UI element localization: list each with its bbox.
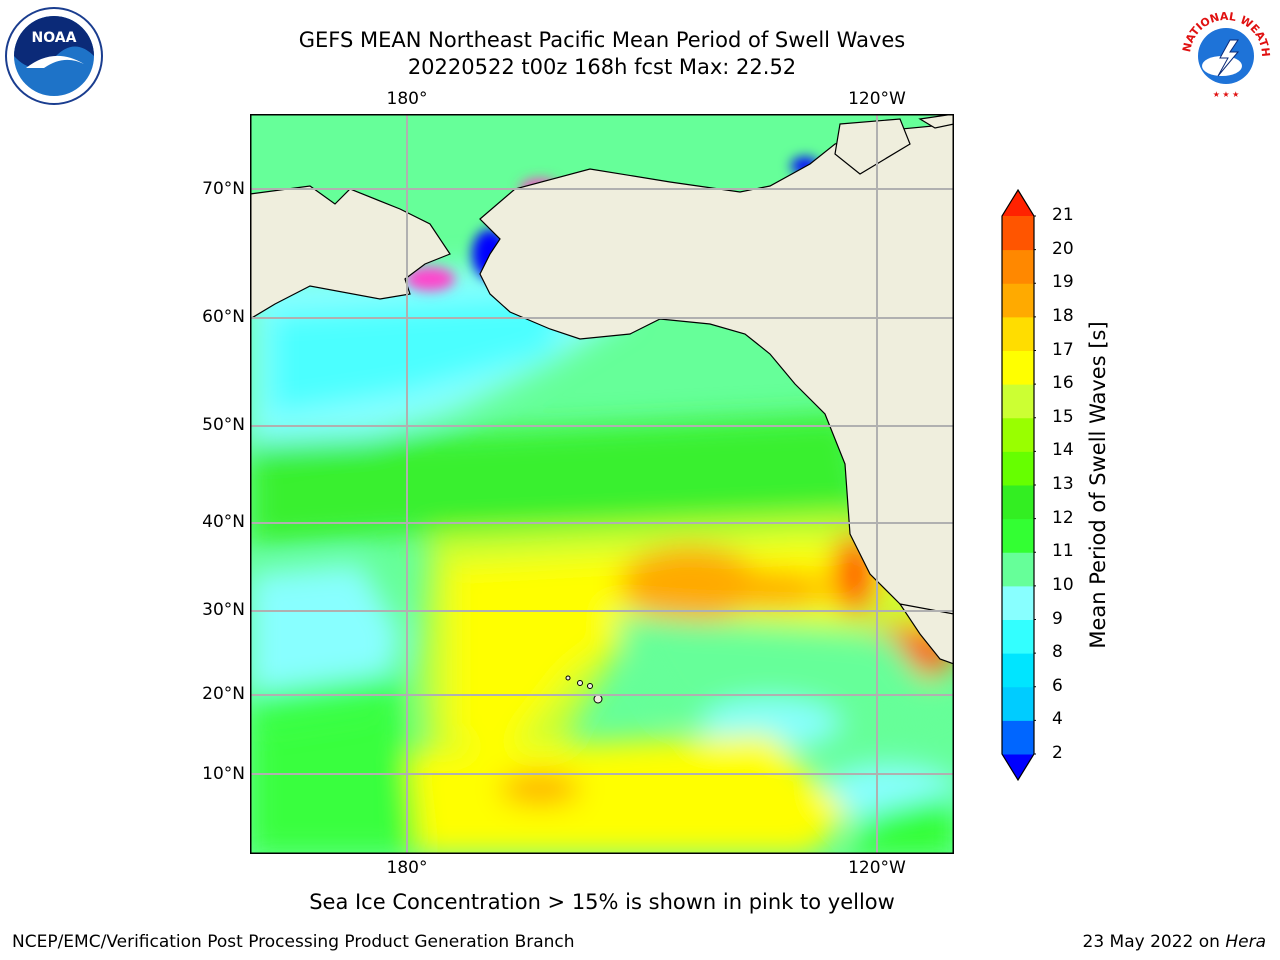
lat-label-30n: 30°N: [202, 600, 245, 620]
map-border: [250, 114, 954, 854]
lat-label-20n: 20°N: [202, 684, 245, 704]
colorbar-title: Mean Period of Swell Waves [s]: [1086, 321, 1110, 649]
lon-label-bottom-180: 180°: [386, 858, 428, 878]
noaa-logo-icon: NOAA: [5, 7, 103, 105]
colorbar-bin: [1002, 552, 1034, 587]
colorbar-tick-label: 18: [1052, 305, 1074, 326]
graticule: [250, 114, 954, 854]
colorbar-tick-label: 15: [1052, 406, 1074, 427]
lat-label-70n: 70°N: [202, 179, 245, 199]
hawaii-islands: [565, 675, 603, 704]
colorbar-bin: [1002, 518, 1034, 553]
lat-label-40n: 40°N: [202, 512, 245, 532]
sea-ice-caption: Sea Ice Concentration > 15% is shown in …: [309, 890, 895, 914]
colorbar-tick-label: 12: [1052, 507, 1074, 528]
colorbar-bin: [1002, 283, 1034, 318]
colorbar: [1001, 188, 1036, 782]
colorbar-bin: [1002, 619, 1034, 654]
colorbar-extend-low: [1002, 754, 1034, 780]
footer-date-text: 23 May 2022 on: [1082, 932, 1226, 952]
swell-period-map: [250, 114, 954, 854]
colorbar-tick-label: 13: [1052, 474, 1074, 494]
colorbar-extend-high: [1002, 190, 1034, 216]
colorbar-tick-label: 17: [1052, 339, 1074, 360]
footer-credit: NCEP/EMC/Verification Post Processing Pr…: [12, 932, 575, 952]
colorbar-bin: [1002, 384, 1034, 419]
colorbar-bin: [1002, 316, 1034, 351]
colorbar-bin: [1002, 585, 1034, 620]
footer-host: Hera: [1225, 932, 1266, 952]
colorbar-tick-label: 2: [1052, 743, 1063, 763]
colorbar-tick-label: 16: [1052, 373, 1074, 394]
swell-period-field: [250, 264, 954, 854]
colorbar-tick-label: 6: [1052, 675, 1063, 696]
chart-subtitle: 20220522 t00z 168h fcst Max: 22.52: [407, 55, 797, 79]
colorbar-bin: [1002, 417, 1034, 452]
lat-label-60n: 60°N: [202, 307, 245, 327]
svg-text:★ ★ ★: ★ ★ ★: [1213, 90, 1240, 99]
footer-date: 23 May 2022 on Hera: [1083, 932, 1267, 952]
colorbar-tick-label: 9: [1052, 608, 1063, 629]
colorbar-bin: [1002, 249, 1034, 284]
colorbar-bin: [1002, 216, 1034, 251]
nws-logo-icon: NATIONAL WEATHER SERVICE ★ ★ ★: [1176, 4, 1274, 102]
colorbar-bin: [1002, 485, 1034, 520]
lat-label-50n: 50°N: [202, 415, 245, 435]
lon-label-top-180: 180°: [386, 89, 428, 109]
landmass: [250, 114, 954, 665]
colorbar-bin: [1002, 686, 1034, 721]
colorbar-bin: [1002, 653, 1034, 688]
chart-title: GEFS MEAN Northeast Pacific Mean Period …: [298, 28, 906, 52]
lon-label-bottom-120w: 120°W: [848, 858, 906, 878]
colorbar-tick-label: 11: [1052, 541, 1074, 562]
colorbar-bin: [1002, 720, 1034, 755]
colorbar-tick-label: 10: [1052, 574, 1074, 595]
noaa-logo-text: NOAA: [32, 30, 77, 46]
colorbar-tick-label: 14: [1052, 440, 1074, 461]
colorbar-tick-label: 20: [1052, 238, 1074, 259]
colorbar-tick-label: 21: [1052, 205, 1074, 225]
colorbar-tick-label: 4: [1052, 709, 1063, 730]
colorbar-bin: [1002, 350, 1034, 385]
colorbar-bin: [1002, 451, 1034, 486]
colorbar-tick-label: 19: [1052, 272, 1074, 293]
colorbar-tick-label: 8: [1052, 642, 1063, 663]
lon-label-top-120w: 120°W: [848, 89, 906, 109]
lat-label-10n: 10°N: [202, 764, 245, 784]
